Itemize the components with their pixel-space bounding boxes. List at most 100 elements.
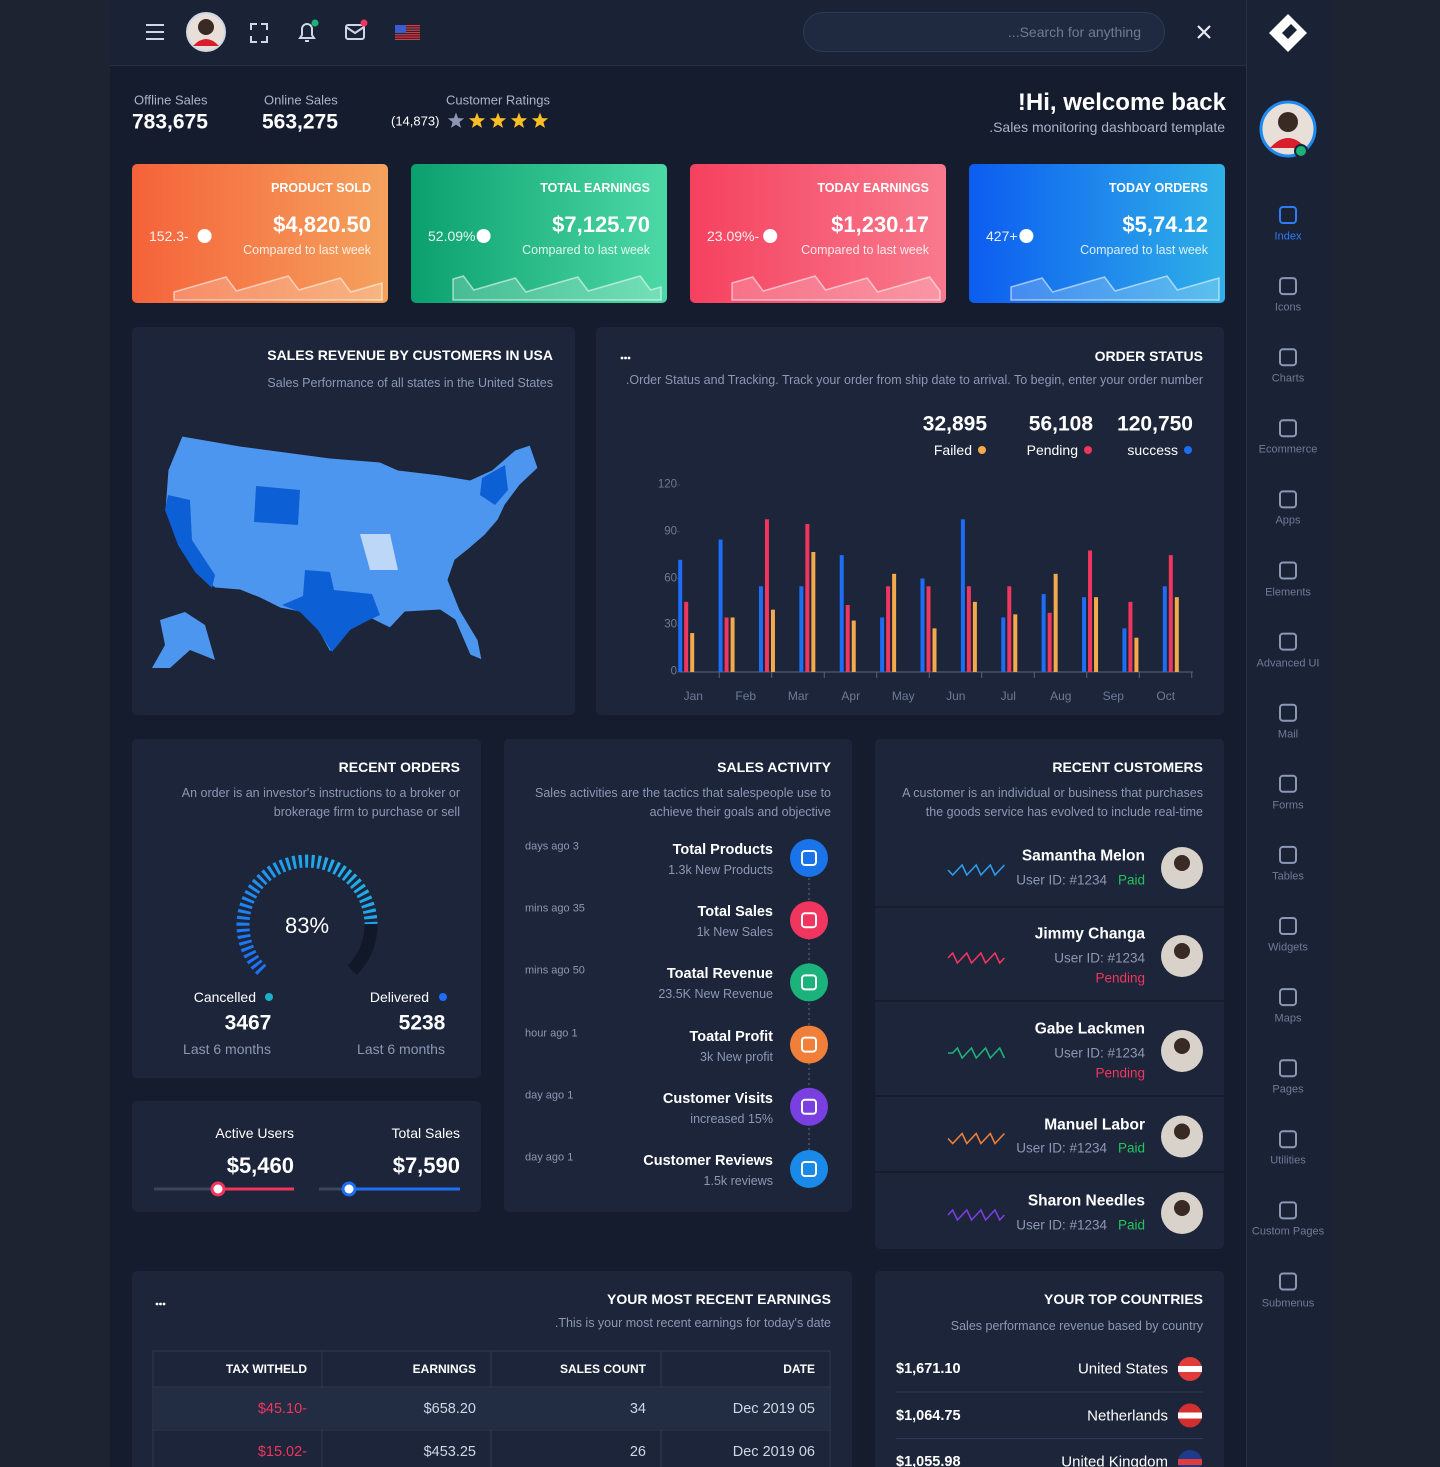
activity-time: days ago 3 xyxy=(525,840,579,853)
panel-subtitle: Sales Performance of all states in the U… xyxy=(267,375,553,390)
panel-subtitle: .This is your most recent earnings for t… xyxy=(554,1315,831,1330)
table-cell: $453.25 xyxy=(423,1443,476,1460)
panel-title: RECENT ORDERS xyxy=(338,759,460,775)
y-tick-label: 60 xyxy=(664,571,677,584)
table-header: TAX WITHELD xyxy=(225,1362,307,1376)
legend-label: Failed xyxy=(933,442,972,458)
panel-subtitle: A customer is an individual or business … xyxy=(902,786,1203,819)
card-title: TOTAL EARNINGS xyxy=(540,180,650,195)
table-header: EARNINGS xyxy=(412,1362,476,1376)
card-note: Compared to last week xyxy=(243,242,371,257)
x-tick-label: May xyxy=(891,689,915,703)
activity-title: Customer Visits xyxy=(662,1090,773,1107)
order-total: 56,108 xyxy=(1028,412,1093,436)
card-note: Compared to last week xyxy=(1080,242,1208,257)
user-stat-label: Total Sales xyxy=(391,1125,460,1141)
activity-detail: 1.3k New Products xyxy=(668,862,773,877)
table-cell: Dec 2019 05 xyxy=(732,1400,815,1417)
countries-panel xyxy=(875,1271,1224,1467)
country-amount: $1,055.98 xyxy=(896,1453,961,1467)
x-tick-label: Aug xyxy=(1050,689,1072,703)
activity-time: day ago 1 xyxy=(525,1089,574,1102)
panel-subtitle: Sales performance revenue based by count… xyxy=(950,1318,1203,1333)
recent-customers-panel xyxy=(875,739,1224,1249)
country-name: United Kingdom xyxy=(1061,1453,1168,1467)
menu-item-label: Submenus xyxy=(1261,1297,1315,1309)
customer-status: Pending xyxy=(1095,970,1145,986)
legend-label: Pending xyxy=(1026,442,1078,458)
order-total: 120,750 xyxy=(1117,412,1193,436)
user-stat-value: $7,590 xyxy=(392,1153,460,1178)
panel-subtitle: Sales activities are the tactics that sa… xyxy=(535,786,831,819)
country-name: United States xyxy=(1077,1360,1168,1378)
menu-item-label: Ecommerce xyxy=(1258,443,1318,456)
activity-title: Toatal Profit xyxy=(689,1028,773,1045)
menu-item-label: Icons xyxy=(1274,301,1302,314)
gauge-label: 83% xyxy=(284,913,330,938)
customer-status: Paid xyxy=(1117,1140,1145,1156)
table-header: DATE xyxy=(783,1362,815,1376)
search-box xyxy=(803,12,1165,52)
x-tick-label: Jan xyxy=(683,689,703,703)
x-tick-label: Apr xyxy=(841,689,861,703)
y-tick-label: 30 xyxy=(664,618,677,631)
customer-status: Paid xyxy=(1117,1217,1145,1233)
y-tick-label: 0 xyxy=(670,665,677,678)
sidebar xyxy=(1246,0,1331,1467)
menu-item-label: Utilities xyxy=(1270,1154,1306,1167)
activity-detail: 23.5K New Revenue xyxy=(658,987,773,1002)
menu-item-label: Elements xyxy=(1265,586,1311,598)
y-tick-label: 120 xyxy=(657,478,677,491)
user-stat-value: $5,460 xyxy=(226,1153,294,1178)
customer-name: Sharon Needles xyxy=(1027,1192,1145,1210)
panel-title: SALES ACTIVITY xyxy=(717,759,831,775)
card-change: 23.09%- xyxy=(707,228,760,244)
menu-item-label: Forms xyxy=(1272,799,1304,812)
cancelled-label: Cancelled xyxy=(193,989,256,1005)
table-cell: $45.10- xyxy=(257,1400,307,1417)
customer-id: User ID: #1234 xyxy=(1016,1140,1107,1156)
card-amount: $4,820.50 xyxy=(273,212,371,237)
table-cell: 26 xyxy=(629,1443,646,1460)
user-stat-label: Active Users xyxy=(215,1125,294,1141)
x-tick-label: Jun xyxy=(946,689,966,703)
delivered-label: Delivered xyxy=(369,989,429,1005)
activity-detail: increased 15% xyxy=(690,1111,773,1126)
activity-time: mins ago 50 xyxy=(525,964,585,977)
activity-detail: 3k New profit xyxy=(700,1049,773,1064)
customer-name: Jimmy Changa xyxy=(1034,925,1145,943)
activity-title: Total Products xyxy=(672,841,773,858)
card-change: 52.09% xyxy=(428,228,476,244)
table-header: SALES COUNT xyxy=(559,1362,646,1376)
menu-item-label: Charts xyxy=(1271,372,1305,385)
card-title: PRODUCT SOLD xyxy=(271,180,371,195)
order-total: 32,895 xyxy=(922,412,987,436)
customer-status: Paid xyxy=(1117,872,1145,888)
customer-name: Manuel Labor xyxy=(1044,1116,1145,1134)
x-tick-label: Sep xyxy=(1102,689,1124,703)
menu-item-label: Index xyxy=(1274,230,1302,243)
activity-title: Customer Reviews xyxy=(643,1152,773,1169)
x-tick-label: Feb xyxy=(735,689,757,703)
menu-item-label: Maps xyxy=(1274,1012,1302,1025)
customer-id: User ID: #1234 xyxy=(1016,1217,1107,1233)
x-tick-label: Oct xyxy=(1156,689,1176,703)
customer-status: Pending xyxy=(1095,1065,1145,1081)
card-note: Compared to last week xyxy=(522,242,650,257)
menu-item-label: Apps xyxy=(1275,514,1301,527)
customer-id: User ID: #1234 xyxy=(1054,950,1145,966)
card-change: 427+ xyxy=(986,228,1018,244)
stat-value: 563,275 xyxy=(262,110,338,134)
panel-title: SALES REVENUE BY CUSTOMERS IN USA xyxy=(267,347,553,363)
card-amount: $1,230.17 xyxy=(831,212,929,237)
table-cell: 34 xyxy=(629,1400,646,1417)
welcome-title: !Hi, welcome back xyxy=(1017,89,1226,116)
activity-title: Total Sales xyxy=(697,903,773,920)
table-cell: Dec 2019 06 xyxy=(732,1443,815,1460)
users-panel xyxy=(132,1101,481,1212)
activity-time: hour ago 1 xyxy=(525,1027,578,1040)
panel-title: YOUR TOP COUNTRIES xyxy=(1044,1291,1203,1307)
welcome-subtitle: .Sales monitoring dashboard template xyxy=(989,119,1225,135)
card-amount: $5,74.12 xyxy=(1122,212,1208,237)
